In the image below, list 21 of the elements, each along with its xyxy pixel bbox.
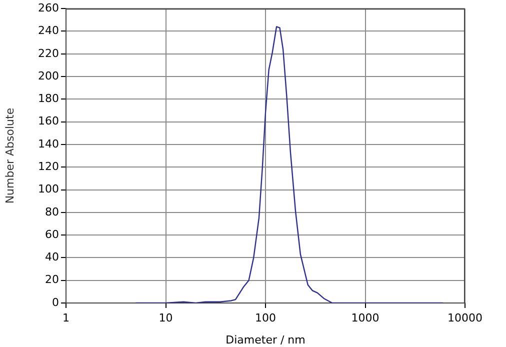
y-tick-label: 240	[38, 24, 59, 38]
y-tick-label: 180	[38, 92, 59, 106]
x-axis-title: Diameter / nm	[226, 333, 306, 346]
y-tick-label: 220	[38, 46, 59, 60]
y-tick-label: 200	[38, 69, 59, 82]
x-tick-label: 10	[158, 311, 173, 324]
x-tick-label: 1	[62, 311, 70, 324]
y-tick-label: 80	[45, 205, 59, 218]
y-tick-label: 160	[38, 114, 59, 128]
y-axis-title: Number Absolute	[3, 108, 16, 204]
x-tick-label: 1000	[351, 311, 380, 324]
y-tick-label: 140	[38, 137, 59, 150]
y-tick-label: 260	[38, 1, 59, 14]
y-tick-label: 0	[52, 296, 59, 309]
y-tick-label: 100	[38, 182, 59, 196]
y-tick-label: 20	[45, 273, 59, 286]
y-tick-label: 120	[38, 160, 59, 173]
y-tick-label: 60	[45, 228, 59, 241]
y-tick-label: 40	[45, 250, 59, 264]
x-tick-label: 10000	[448, 311, 482, 324]
x-tick-label: 100	[255, 311, 276, 324]
